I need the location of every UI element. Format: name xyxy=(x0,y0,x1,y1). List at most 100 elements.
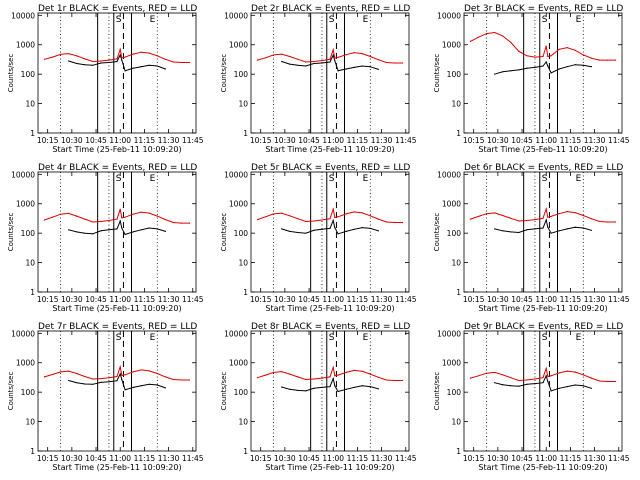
events-point xyxy=(108,381,110,383)
lld-point xyxy=(108,377,110,379)
lld-point xyxy=(313,60,315,63)
events-point xyxy=(510,70,512,72)
lld-point xyxy=(502,374,504,376)
lld-point xyxy=(369,373,371,375)
lld-point xyxy=(345,213,347,215)
events-point xyxy=(305,65,307,67)
lld-point xyxy=(51,373,54,376)
x-tick-label: 11:30 xyxy=(371,295,393,304)
lld-point xyxy=(100,377,102,380)
events-point xyxy=(156,228,158,230)
lld-point xyxy=(401,62,404,64)
y-tick-label: 1000 xyxy=(442,41,461,50)
lld-point xyxy=(119,208,121,210)
y-axis-label: Counts/sec xyxy=(7,372,15,411)
events-point xyxy=(332,219,334,222)
events-point xyxy=(566,228,568,230)
lld-series-line xyxy=(257,365,403,381)
lld-point xyxy=(582,54,584,56)
events-point xyxy=(337,70,339,72)
events-point xyxy=(526,229,528,231)
lld-point xyxy=(494,212,496,214)
y-tick-label: 100 xyxy=(447,388,462,397)
panel-title: Det 8r BLACK = Events, RED = LLD xyxy=(251,322,410,332)
lld-point xyxy=(345,371,347,373)
events-point xyxy=(369,227,371,230)
lld-point xyxy=(353,52,355,54)
lld-point xyxy=(334,57,336,59)
events-point xyxy=(116,228,118,230)
y-tick-label: 1 xyxy=(456,288,461,297)
x-axis-label: Start Time (25-Feb-11 10:09:20) xyxy=(52,463,181,472)
lld-point xyxy=(43,219,46,221)
lld-point xyxy=(494,371,496,373)
lld-point xyxy=(124,216,126,218)
panel-title: Det 3r BLACK = Events, RED = LLD xyxy=(464,4,623,14)
y-tick-label: 1 xyxy=(30,288,35,297)
lld-point xyxy=(526,55,528,57)
events-point xyxy=(119,54,121,56)
lld-point xyxy=(164,218,166,221)
x-tick-label: 10:30 xyxy=(487,136,509,145)
events-series-line xyxy=(494,218,592,234)
y-tick-label: 1 xyxy=(456,447,461,456)
lld-point xyxy=(124,56,126,58)
events-point xyxy=(566,385,568,388)
events-point xyxy=(305,390,307,392)
events-point xyxy=(281,386,283,388)
y-axis-label: Counts/sec xyxy=(433,213,441,252)
lld-point xyxy=(329,218,331,220)
lld-point xyxy=(534,218,536,221)
events-point xyxy=(547,226,549,228)
events-point xyxy=(164,387,166,389)
x-tick-label: 10:15 xyxy=(250,295,272,304)
events-point xyxy=(84,383,86,385)
events-point xyxy=(305,232,307,234)
events-point xyxy=(100,230,102,232)
lld-point xyxy=(526,219,528,222)
panel-det-7: Det 7r BLACK = Events, RED = LLD 1 10 100 10… xyxy=(7,322,204,472)
lld-point xyxy=(297,58,299,60)
events-point xyxy=(76,231,78,233)
lld-point xyxy=(180,379,183,381)
lld-point xyxy=(329,58,331,60)
marker-e: E xyxy=(363,333,369,343)
events-point xyxy=(132,231,134,233)
marker-e: E xyxy=(150,333,156,343)
x-tick-label: 10:15 xyxy=(37,136,59,145)
x-tick-label: 11:30 xyxy=(158,454,180,463)
x-axis-label: Start Time (25-Feb-11 10:09:20) xyxy=(478,145,607,154)
lld-point xyxy=(121,57,123,59)
lld-point xyxy=(510,41,512,44)
y-axis-label: Counts/sec xyxy=(220,213,228,252)
plot-frame xyxy=(250,171,410,293)
lld-point xyxy=(140,211,142,213)
events-point xyxy=(526,67,528,69)
lld-point xyxy=(256,218,259,221)
events-point xyxy=(558,387,560,389)
x-tick-label: 11:15 xyxy=(134,295,156,304)
x-tick-label: 11:45 xyxy=(608,136,630,145)
x-tick-label: 11:15 xyxy=(347,136,369,145)
x-tick-label: 11:45 xyxy=(395,295,417,304)
x-tick-label: 11:45 xyxy=(395,454,417,463)
lld-point xyxy=(547,55,549,58)
panel-title: Det 1r BLACK = Events, RED = LLD xyxy=(38,4,197,14)
marker-e: E xyxy=(363,15,369,25)
lld-point xyxy=(401,221,404,224)
lld-point xyxy=(534,56,536,58)
lld-series-line xyxy=(470,206,616,223)
y-tick-label: 100 xyxy=(21,70,36,79)
marker-s: S xyxy=(329,333,335,343)
events-point xyxy=(361,65,363,67)
marker-e: E xyxy=(576,15,582,25)
y-tick-label: 10000 xyxy=(11,329,35,338)
x-tick-label: 10:15 xyxy=(463,454,485,463)
lld-point xyxy=(485,32,488,35)
lld-point xyxy=(510,217,512,219)
events-point xyxy=(100,381,102,383)
x-tick-label: 11:00 xyxy=(109,136,131,145)
events-point xyxy=(297,64,299,66)
lld-point xyxy=(550,55,552,57)
events-point xyxy=(334,59,336,62)
